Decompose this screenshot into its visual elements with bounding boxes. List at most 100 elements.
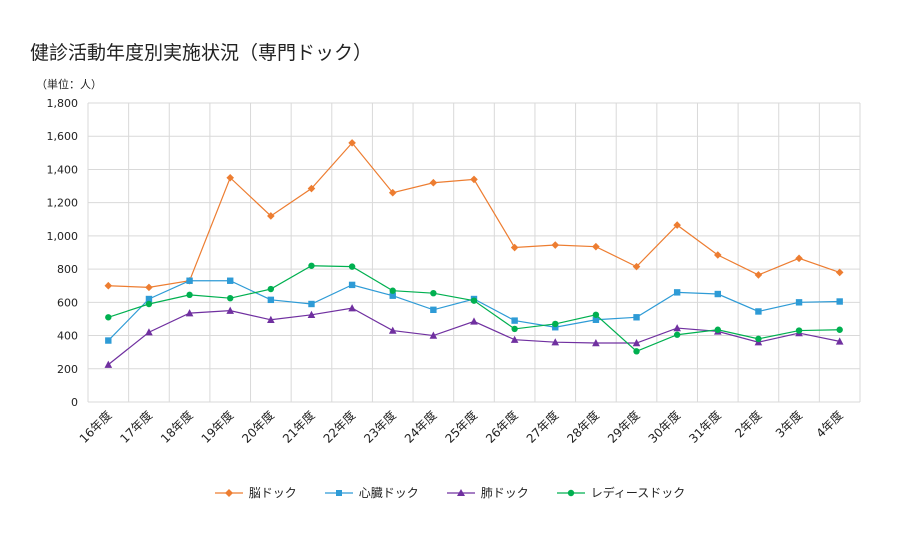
data-point-2 [511,317,518,324]
x-tick-label: 21年度 [279,408,317,446]
data-point-1 [307,184,316,193]
data-point-2 [552,324,559,331]
data-point-4 [836,326,843,333]
data-point-4 [511,325,518,333]
legend-label: 心臓ドック [358,486,419,500]
data-point-3 [592,339,600,347]
data-point-2 [348,281,356,289]
data-point-3 [267,315,275,323]
data-point-4 [714,326,721,333]
data-point-3 [348,304,356,312]
data-point-1 [551,241,560,249]
data-point-2 [673,289,681,296]
data-point-3 [104,360,113,368]
data-point-1 [429,178,438,187]
data-point-3 [632,339,641,347]
data-point-4 [755,335,762,343]
data-point-3 [388,326,397,334]
data-point-4 [673,331,681,338]
x-tick-label: 23年度 [360,408,398,446]
unit-label: （単位：人） [36,78,102,91]
data-point-2 [267,296,275,304]
x-tick-label: 16年度 [76,408,114,446]
data-point-4 [795,327,803,334]
data-point-1 [348,139,356,147]
series-line-3 [107,307,840,366]
chart-plot: 0 200 400 600 800 1,000 1,200 1,400 1,600 1,800 16… [47,97,861,446]
data-point-3 [307,310,316,318]
data-point-2 [755,308,762,315]
data-point-2 [836,298,843,305]
data-point-3 [510,335,519,343]
data-point-1 [754,271,763,279]
data-point-2 [145,295,153,303]
data-point-4 [145,300,153,308]
data-point-4 [430,289,437,297]
data-point-1 [592,242,600,251]
data-point-2 [389,292,396,299]
data-point-3 [673,324,681,332]
chart-title: 健診活動年度別実施状況（専門ドック） [30,42,373,64]
y-tick-label: 1,600 [47,130,79,143]
x-tick-label: 18年度 [157,408,195,446]
legend-label: 脳ドック [248,486,297,500]
x-tick-label: 22年度 [320,408,358,446]
data-point-2 [795,299,803,306]
legend-item-3: 肺ドック [446,484,529,501]
y-tick-label: 600 [57,296,78,309]
data-point-1 [632,262,641,271]
x-tick-label: 2年度 [732,408,765,441]
legend-swatch [446,488,475,496]
x-tick-label: 24年度 [401,408,439,446]
x-tick-label: 31年度 [686,408,724,446]
y-tick-label: 400 [57,330,78,343]
y-tick-label: 200 [57,363,78,376]
x-tick-label: 4年度 [813,408,846,441]
x-tick-label: 17年度 [117,408,155,446]
data-point-2 [633,314,640,321]
legend-item-2: 心臓ドック [324,484,419,501]
x-tick-label: 25年度 [442,408,480,446]
y-tick-label: 1,000 [47,230,79,243]
data-point-3 [145,328,153,336]
y-tick-label: 1,400 [47,163,79,176]
data-point-4 [186,291,193,299]
data-point-1 [673,221,681,229]
data-point-4 [308,262,315,269]
data-point-1 [510,243,519,252]
data-point-1 [713,251,722,259]
data-point-1 [795,254,803,263]
series-line-4 [108,265,840,353]
data-point-4 [348,263,356,270]
x-tick-label: 30年度 [645,408,683,446]
legend-swatch [214,488,243,497]
x-tick-label: 27年度 [523,408,561,446]
data-point-1 [226,173,235,182]
legend-swatch [324,489,353,496]
data-point-4 [470,297,478,304]
legend-label: レディースドック [590,486,686,500]
data-point-2 [186,277,193,284]
x-tick-label: 28年度 [564,408,602,446]
series-line-1 [108,141,840,288]
data-point-1 [388,188,397,197]
data-point-2 [105,337,112,344]
data-point-2 [430,306,437,314]
y-tick-label: 0 [71,396,78,409]
x-tick-label: 20年度 [239,408,277,446]
legend-item-4: レディースドック [556,484,686,501]
data-point-1 [470,175,478,184]
x-tick-label: 29年度 [604,408,642,446]
data-point-4 [592,311,600,318]
data-point-3 [185,309,194,317]
legend-label: 肺ドック [480,486,529,500]
data-point-4 [633,348,640,355]
y-tick-label: 800 [57,263,78,276]
series-line-2 [107,280,840,341]
x-tick-label: 26年度 [482,408,520,446]
data-point-3 [226,306,235,314]
data-point-4 [105,314,112,321]
data-point-2 [714,290,721,298]
data-point-2 [308,300,315,308]
data-point-3 [470,317,478,325]
